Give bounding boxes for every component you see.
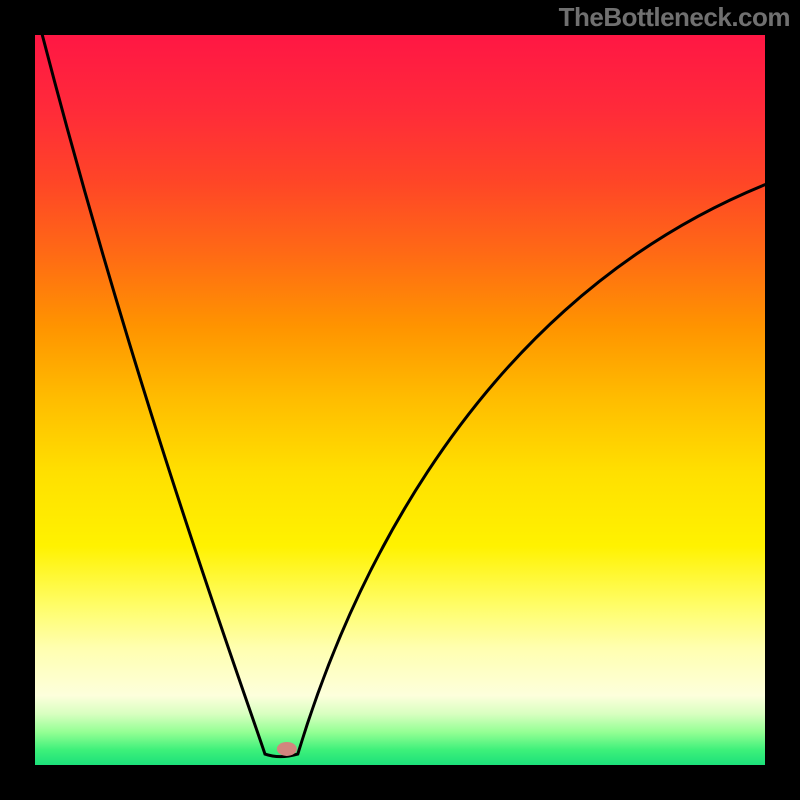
plot-area xyxy=(35,35,765,765)
watermark-text: TheBottleneck.com xyxy=(559,2,790,33)
chart-svg xyxy=(0,0,800,800)
optimum-marker xyxy=(277,742,297,756)
chart-container: TheBottleneck.com xyxy=(0,0,800,800)
